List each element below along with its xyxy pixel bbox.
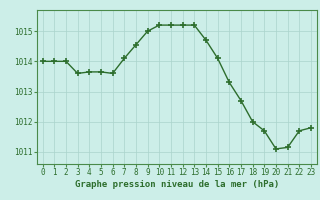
X-axis label: Graphe pression niveau de la mer (hPa): Graphe pression niveau de la mer (hPa) (75, 180, 279, 189)
